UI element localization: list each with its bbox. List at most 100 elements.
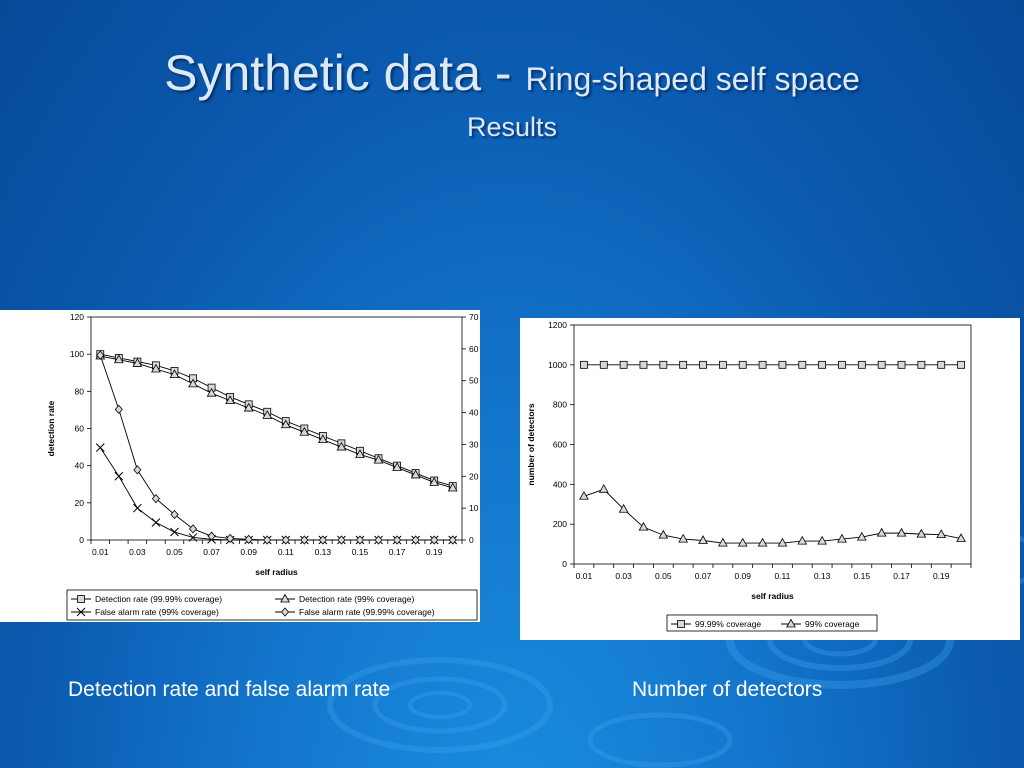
legend-box — [66, 589, 478, 621]
legend-marker — [677, 620, 685, 628]
legend-label: 99.99% coverage — [695, 619, 761, 629]
data-point — [619, 360, 628, 369]
x-tick-label: 0.07 — [695, 571, 712, 581]
slide-subtitle: Results — [466, 112, 558, 142]
plot-area — [573, 324, 972, 565]
legend-marker — [77, 595, 85, 603]
data-point — [355, 535, 365, 545]
data-point — [374, 535, 383, 545]
y-tick-label: 600 — [553, 440, 567, 450]
legend-label: False alarm rate (99.99% coverage) — [299, 607, 435, 617]
data-point — [857, 360, 866, 369]
x-tick-label: 0.03 — [615, 571, 632, 581]
data-point — [206, 387, 217, 397]
data-point — [337, 535, 346, 545]
data-point — [658, 529, 669, 539]
data-point — [778, 360, 787, 369]
data-point — [225, 395, 236, 405]
data-point — [448, 535, 457, 545]
x-tick-label: 0.19 — [933, 571, 950, 581]
data-point — [355, 449, 365, 458]
legend-item: Detection rate (99% coverage) — [275, 593, 414, 604]
data-point — [798, 360, 807, 369]
data-point — [429, 477, 440, 486]
data-point — [113, 354, 124, 364]
legend-label: Detection rate (99% coverage) — [299, 594, 414, 604]
y2-tick-label: 40 — [469, 408, 479, 418]
y2-tick-label: 70 — [469, 312, 479, 322]
y-tick-label: 200 — [553, 519, 567, 529]
data-point — [738, 360, 747, 369]
data-point — [151, 363, 161, 373]
data-point — [957, 360, 965, 369]
data-point — [580, 360, 588, 369]
legend-marker — [280, 607, 290, 617]
data-point — [639, 360, 648, 369]
x-axis-label: self radius — [255, 567, 298, 577]
title-main: Synthetic data - — [164, 45, 526, 101]
legend-item: Detection rate (99.99% coverage) — [71, 594, 222, 604]
data-point — [956, 533, 966, 542]
data-point — [281, 535, 290, 545]
slide-title: Synthetic data - Ring-shaped self space — [0, 44, 1024, 102]
data-point — [838, 360, 846, 369]
data-point — [758, 360, 767, 369]
data-point — [170, 527, 179, 537]
data-point — [896, 527, 907, 537]
y-tick-label: 120 — [70, 312, 84, 322]
data-point — [579, 490, 589, 500]
y-axis-label: number of detectors — [526, 403, 536, 485]
y-tick-label: 60 — [75, 424, 85, 434]
data-point — [114, 404, 123, 414]
data-point — [757, 537, 768, 547]
series-2 — [579, 483, 966, 547]
x-tick-label: 0.01 — [92, 547, 109, 557]
legend-item: 99.99% coverage — [671, 619, 761, 629]
data-point — [392, 462, 402, 471]
x-tick-label: 0.17 — [389, 547, 406, 557]
data-point — [936, 529, 947, 538]
number-of-detectors-chart: 0 200 400 600 800 1000 1200 0.01 0.03 0.05 0.07 0.0… — [520, 318, 1020, 640]
data-point — [797, 535, 808, 545]
x-tick-label: 0.03 — [129, 547, 146, 557]
data-point — [244, 534, 253, 544]
y2-tick-label: 30 — [469, 439, 479, 449]
data-point — [877, 360, 886, 369]
data-point — [151, 518, 161, 527]
data-point — [917, 360, 926, 369]
data-point — [876, 527, 887, 537]
data-point — [299, 426, 310, 436]
y2-tick-label: 60 — [469, 344, 479, 354]
x-tick-label: 0.05 — [655, 571, 672, 581]
detection-false-alarm-chart: 020406080100120010203040506070false alar… — [0, 310, 480, 622]
caption-left: Detection rate and false alarm rate — [68, 678, 391, 701]
data-point — [737, 537, 748, 547]
y-axis-label: detection rate — [46, 400, 56, 456]
x-tick-label: 0.11 — [774, 571, 790, 581]
legend-item: False alarm rate (99% coverage) — [71, 607, 219, 617]
data-point — [717, 537, 728, 547]
legend: 99.99% coverage 99% coverage — [666, 614, 878, 632]
data-point — [618, 503, 629, 513]
data-point — [698, 535, 708, 544]
x-tick-label: 0.13 — [814, 571, 831, 581]
data-point — [678, 533, 689, 543]
y2-tick-label: 10 — [469, 503, 479, 513]
data-point — [447, 482, 458, 492]
data-point — [373, 454, 384, 464]
y-tick-label: 1200 — [548, 320, 567, 330]
data-point — [133, 503, 142, 513]
data-point — [598, 483, 609, 493]
legend-marker — [786, 618, 796, 628]
data-point — [817, 535, 828, 545]
data-point — [170, 509, 179, 520]
data-point — [188, 533, 198, 542]
legend-label: Detection rate (99.99% coverage) — [95, 594, 222, 604]
legend-box — [666, 614, 878, 632]
data-point — [336, 441, 347, 451]
data-point — [226, 533, 235, 544]
data-point — [95, 443, 105, 452]
data-point — [132, 358, 143, 367]
data-point — [96, 350, 105, 360]
x-tick-label: 0.01 — [576, 571, 593, 581]
